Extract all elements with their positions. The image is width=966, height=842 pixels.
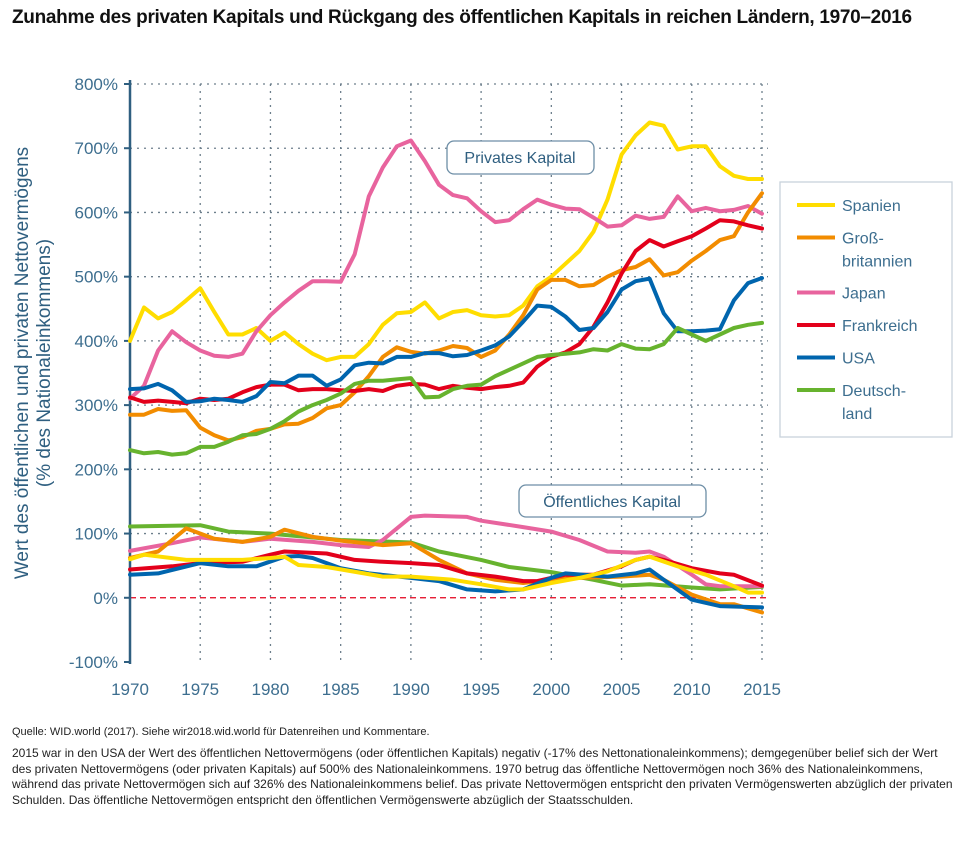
public-series-line: [128, 552, 764, 595]
y-axis-label: (% des Nationaleinkommens): [34, 239, 55, 487]
legend-label: Deutsch-: [842, 383, 906, 400]
x-tick-label: 1985: [322, 680, 360, 699]
annotation-public: Öffentliches Kapital: [543, 493, 681, 511]
x-tick-label: 2010: [673, 680, 711, 699]
y-tick-label: -100%: [69, 653, 118, 672]
legend-label: USA: [842, 351, 875, 368]
y-tick-label: 600%: [75, 203, 118, 222]
private-series-line: [128, 320, 764, 457]
y-tick-label: 800%: [75, 75, 118, 94]
y-tick-label: 0%: [93, 589, 118, 608]
footnote: 2015 war in den USA der Wert des öffentl…: [12, 746, 953, 807]
legend-label: Frankreich: [842, 318, 918, 335]
private-series-line: [128, 276, 764, 404]
annotation-box: [446, 140, 595, 175]
legend-label: Japan: [842, 286, 886, 303]
private-series-line: [128, 218, 764, 406]
x-tick-label: 1995: [462, 680, 500, 699]
y-tick-label: 400%: [75, 332, 118, 351]
private-series-line: [128, 120, 764, 363]
line-chart: -100% 0% 100% 200% 300% 400% 500% 600% 700% 800% 1…: [12, 75, 953, 699]
public-series-line: [128, 526, 764, 615]
legend-box: [779, 181, 953, 438]
annotation-private: Privates Kapital: [464, 150, 575, 167]
legend-label: Groß-: [842, 231, 884, 248]
private-series-line: [128, 138, 764, 401]
x-tick-label: 1970: [111, 680, 149, 699]
x-tick-label: 2000: [532, 680, 570, 699]
y-tick-label: 300%: [75, 396, 118, 415]
legend-label: land: [842, 406, 872, 423]
legend-label: britannien: [842, 254, 912, 271]
source-note: Quelle: WID.world (2017). Siehe wir2018.…: [12, 726, 430, 738]
x-tick-label: 1975: [181, 680, 219, 699]
x-tick-label: 2015: [743, 680, 781, 699]
x-tick-label: 1990: [392, 680, 430, 699]
x-tick-label: 2005: [603, 680, 641, 699]
y-tick-label: 200%: [75, 460, 118, 479]
y-axis-label: Wert des öffentlichen und privaten Netto…: [12, 147, 33, 579]
x-tick-label: 1980: [252, 680, 290, 699]
y-tick-label: 700%: [75, 139, 118, 158]
public-series-line: [128, 554, 764, 610]
y-tick-label: 100%: [75, 525, 118, 544]
y-tick-label: 500%: [75, 268, 118, 287]
legend-label: Spanien: [842, 198, 901, 215]
annotation-box: [518, 484, 707, 518]
chart-title: Zunahme des privaten Kapitals und Rückga…: [12, 7, 912, 28]
